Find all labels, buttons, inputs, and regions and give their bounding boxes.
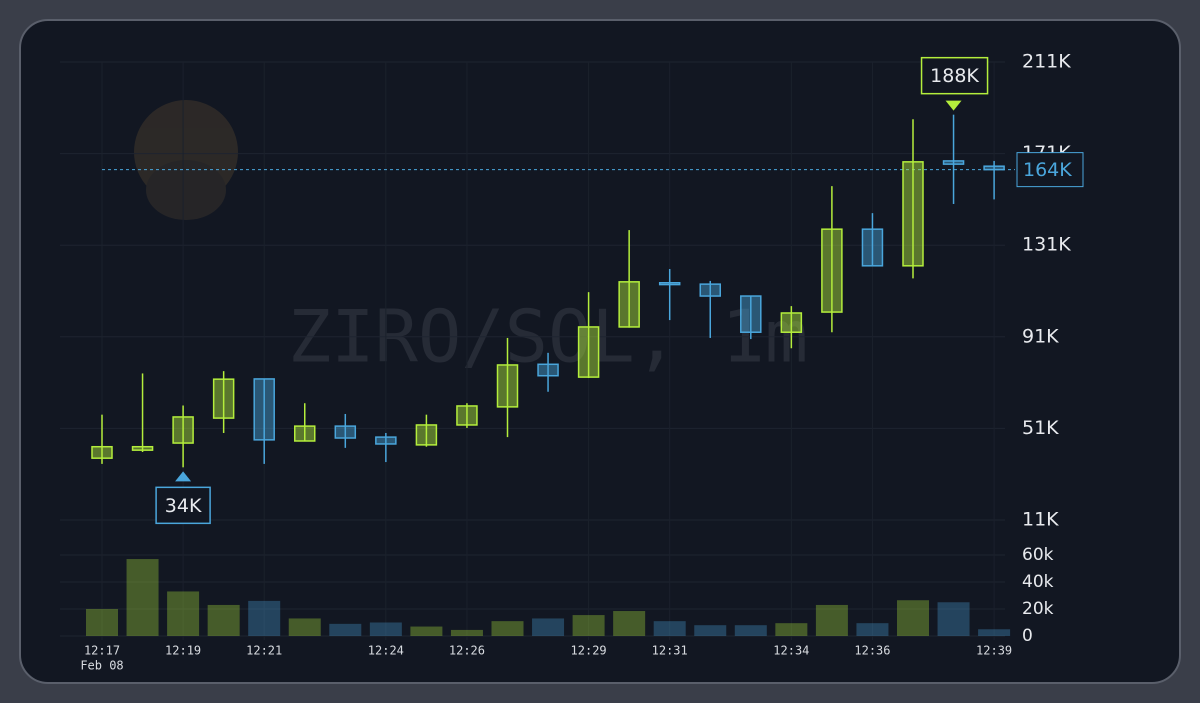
y-tick-label: 131K [1022,234,1071,256]
y-tick-label: 51K [1022,417,1059,439]
volume-bar [613,611,646,636]
volume-tick-label: 40k [1022,572,1054,592]
volume-bar [978,629,1011,636]
volume-bar [532,618,565,636]
candle-body [91,445,113,459]
candle-body [658,282,681,286]
last-price-label: 164K [1023,159,1072,181]
x-tick-label: 12:29 [571,644,607,658]
candle-body [172,416,194,444]
volume-bar [86,609,118,636]
date-label: Feb 08 [80,659,123,673]
candle-body [334,425,357,439]
low-marker [175,471,192,482]
volume-tick-label: 0 [1022,626,1033,646]
candle-body [415,424,438,446]
last-price-box [1016,152,1084,188]
chart-card [19,19,1181,684]
candle-body [294,425,316,442]
volume-bar [897,600,929,636]
volume-bar [775,623,808,636]
y-tick-label: 91K [1022,325,1059,347]
volume-bar [207,604,240,636]
candle-body [861,228,884,267]
x-tick-label: 12:24 [368,644,404,658]
x-tick-label: 12:21 [246,644,282,658]
x-tick-label: 12:31 [652,644,688,658]
high-marker [945,100,962,111]
volume-bar [450,629,483,636]
x-tick-label: 12:36 [854,644,890,658]
y-tick-label: 211K [1022,51,1071,73]
candle-body [131,445,154,451]
candle-body [699,283,721,297]
candle-body [902,161,924,267]
candle-body [618,281,640,328]
candle-body [537,363,559,377]
candle-body [942,160,965,165]
volume-bar [167,591,200,636]
high-label-box [920,56,989,95]
x-tick-label: 12:39 [976,644,1012,658]
volume-bar [491,621,524,636]
candle-body [212,378,235,419]
volume-bar [248,600,281,636]
x-tick-label: 12:26 [449,644,485,658]
candle-body [740,295,762,333]
volume-bar [815,604,848,636]
candle-body [375,436,397,445]
low-label: 34K [165,495,202,517]
volume-bar [572,615,605,636]
candle-body [577,326,600,378]
volume-bar [694,625,727,636]
volume-bar [856,623,889,636]
volume-bar [369,622,402,636]
x-tick-label: 12:19 [165,644,201,658]
volume-bar [937,602,970,636]
candle-body [780,312,803,333]
volume-bar [126,559,159,636]
high-label: 188K [930,65,979,87]
candle-body [983,165,1005,171]
candle-body [496,364,519,408]
x-tick-label: 12:17 [84,644,120,658]
x-tick-label: 12:34 [773,644,809,658]
volume-bar [329,623,362,636]
volume-tick-label: 20k [1022,599,1054,619]
low-label-box [155,486,211,525]
candle-body [456,405,478,426]
mascot-watermark [134,100,238,220]
volume-tick-label: 60k [1022,545,1054,565]
volume-bar [288,618,321,636]
candle-body [253,378,275,441]
y-tick-label: 11K [1022,509,1059,531]
volume-bar [653,621,686,636]
candle-body [821,228,843,313]
volume-bar [410,626,443,636]
volume-bar [734,625,767,636]
